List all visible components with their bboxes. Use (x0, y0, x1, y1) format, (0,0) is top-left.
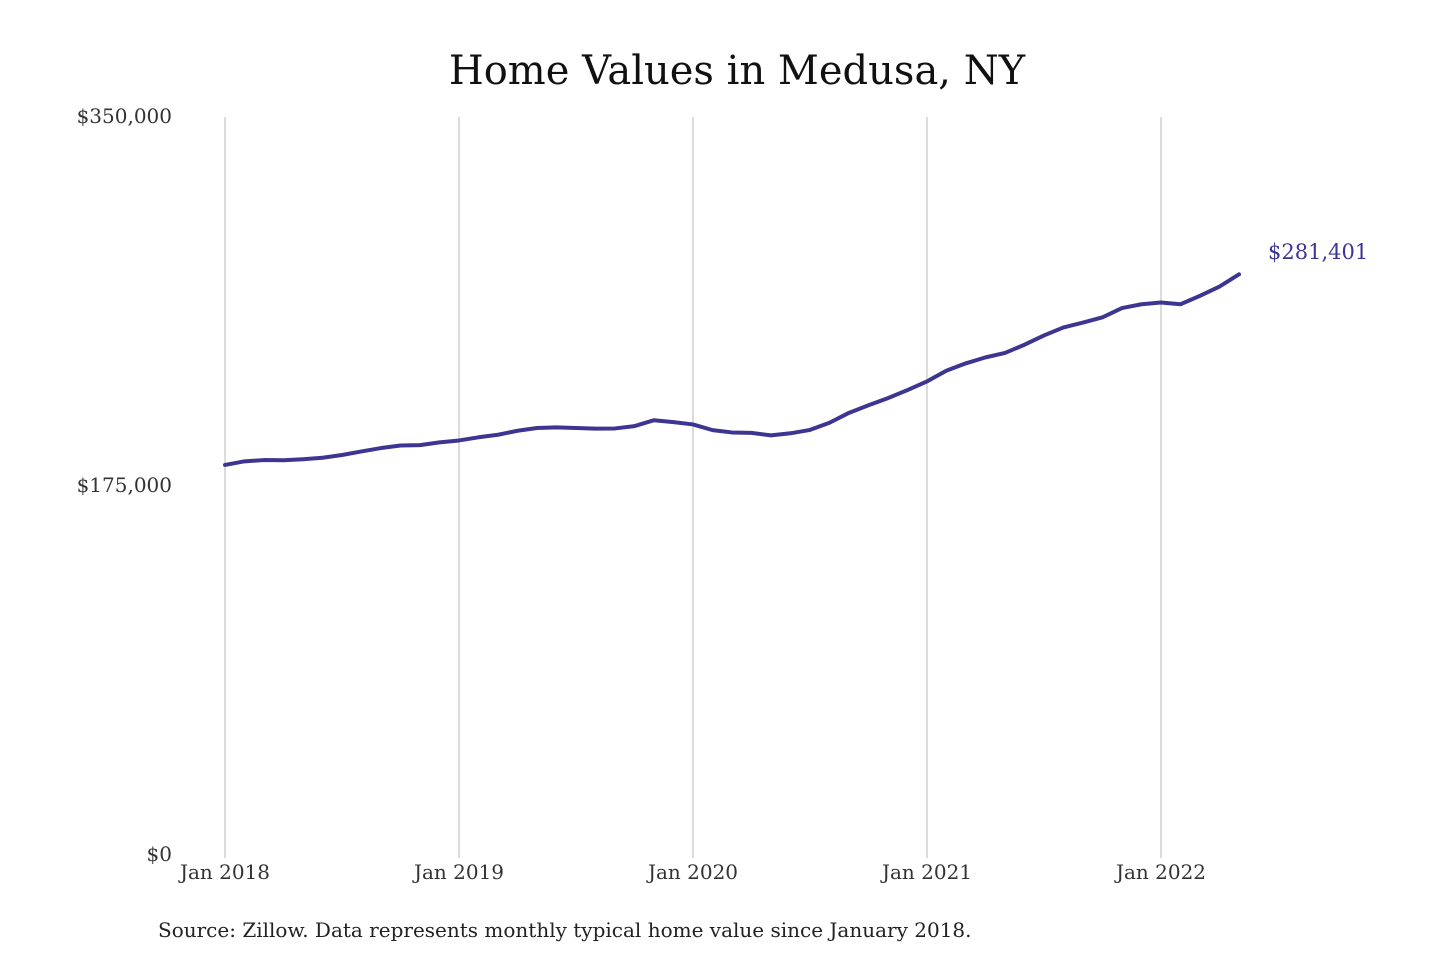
x-tick-label: Jan 2019 (412, 860, 504, 884)
source-note: Source: Zillow. Data represents monthly … (158, 918, 972, 942)
vertical-gridlines (224, 117, 1162, 858)
y-axis-tick-labels: $0 $175,000 $350,000 (77, 104, 172, 866)
end-value-label: $281,401 (1268, 240, 1368, 264)
y-tick-label: $0 (147, 842, 172, 866)
x-tick-label: Jan 2018 (178, 860, 270, 884)
x-tick-label: Jan 2021 (880, 860, 972, 884)
x-axis-tick-labels: Jan 2018 Jan 2019 Jan 2020 Jan 2021 Jan 2022 (178, 860, 1206, 884)
y-tick-label: $175,000 (77, 473, 172, 497)
series-line (223, 272, 1241, 467)
chart-title: Home Values in Medusa, NY (449, 48, 1026, 94)
y-tick-label: $350,000 (77, 104, 172, 128)
x-tick-label: Jan 2022 (1114, 860, 1206, 884)
series-layer (223, 272, 1241, 467)
x-tick-label: Jan 2020 (646, 860, 738, 884)
